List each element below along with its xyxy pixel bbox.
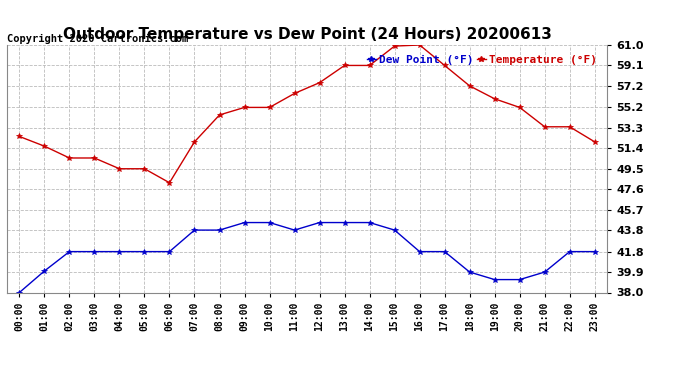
Title: Outdoor Temperature vs Dew Point (24 Hours) 20200613: Outdoor Temperature vs Dew Point (24 Hou… [63, 27, 551, 42]
Legend: Dew Point (°F), Temperature (°F): Dew Point (°F), Temperature (°F) [362, 51, 602, 69]
Text: Copyright 2020 Cartronics.com: Copyright 2020 Cartronics.com [7, 34, 188, 44]
